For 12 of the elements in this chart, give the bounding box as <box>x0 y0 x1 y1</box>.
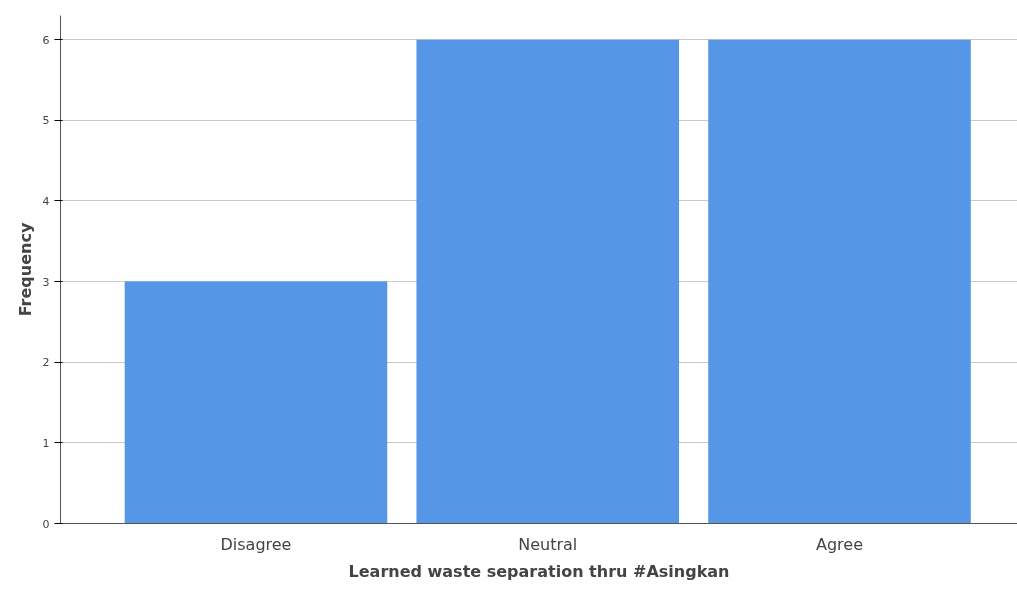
y-tick-label: 5 <box>42 114 50 128</box>
x-axis-title: Learned waste separation thru #Asingkan <box>348 561 730 581</box>
y-tick-label: 2 <box>42 356 50 370</box>
y-tick-label: 4 <box>42 194 50 208</box>
x-tick-label: Neutral <box>518 534 578 554</box>
x-tick-label: Agree <box>816 534 864 554</box>
y-axis-title: Frequency <box>15 222 35 317</box>
x-tick-label: Disagree <box>220 534 292 554</box>
y-tick-label: 1 <box>42 436 50 450</box>
y-tick-label: 3 <box>42 275 50 289</box>
y-tick-label: 0 <box>42 517 50 531</box>
y-tick-label: 6 <box>42 33 50 47</box>
